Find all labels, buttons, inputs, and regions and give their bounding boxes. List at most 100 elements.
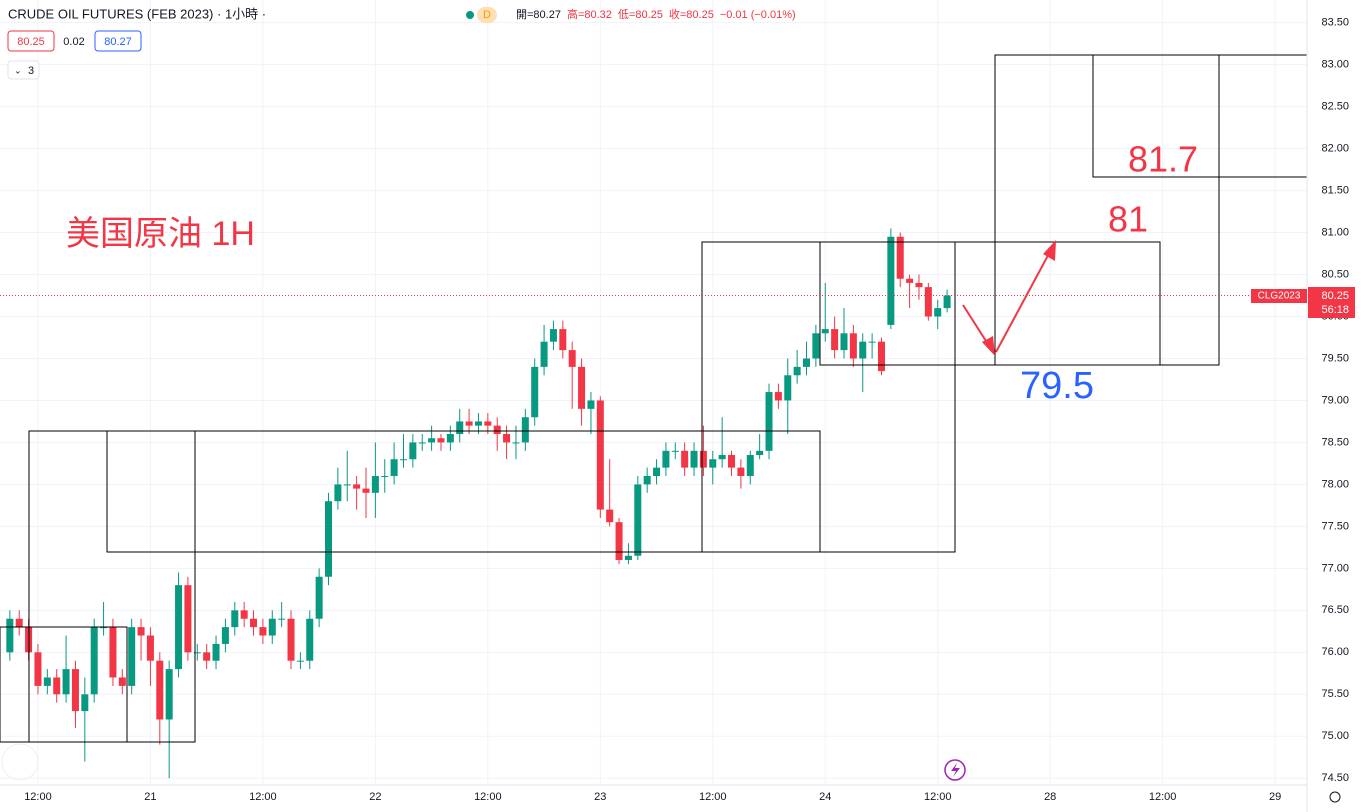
x-tick-label: 28 — [1044, 791, 1056, 803]
candle-body — [756, 450, 764, 456]
x-tick-label: 22 — [369, 791, 381, 803]
y-tick-label: 75.50 — [1321, 688, 1349, 700]
x-tick-label: 24 — [819, 791, 831, 803]
candle-body — [62, 669, 70, 695]
annotation: 81 — [1108, 199, 1148, 240]
interval-badge[interactable] — [477, 7, 497, 23]
candle-body — [634, 484, 642, 556]
ohlc-label: 收=80.25 — [669, 7, 714, 21]
candle-body — [699, 450, 707, 468]
candle-body — [165, 669, 173, 720]
candle-body — [803, 358, 811, 367]
y-tick-label: 75.00 — [1321, 730, 1349, 742]
candle-body — [503, 434, 511, 443]
annotation: 美国原油 1H — [66, 215, 255, 253]
candle-body — [278, 618, 286, 620]
box — [106, 430, 821, 553]
candle-body — [418, 442, 426, 444]
y-tick-label: 82.00 — [1321, 143, 1349, 155]
y-tick-label: 83.50 — [1321, 17, 1349, 29]
candle-body — [662, 450, 670, 468]
candle-body — [381, 476, 389, 478]
y-tick-label: 78.00 — [1321, 478, 1349, 490]
x-tick-label: 12:00 — [699, 791, 727, 803]
candle-body — [746, 455, 754, 477]
arrow — [995, 247, 1053, 353]
bid-box[interactable] — [7, 30, 55, 52]
status-dot — [466, 11, 474, 19]
ohlc-label: 低=80.25 — [618, 8, 663, 21]
y-tick-label: 77.00 — [1321, 562, 1349, 574]
candle-body — [146, 635, 154, 661]
candle-body — [231, 610, 239, 628]
x-tick-label: 12:00 — [474, 791, 502, 803]
candle-body — [175, 585, 183, 670]
box — [701, 241, 956, 553]
candle-body — [896, 236, 904, 279]
box — [994, 54, 1220, 366]
candle-body — [474, 421, 482, 426]
ohlc-label: −0.01 (−0.01%) — [720, 9, 796, 21]
price-badge — [1308, 287, 1355, 318]
candle-body — [465, 421, 473, 426]
interval-label: D — [483, 9, 491, 21]
arrow-head — [982, 336, 995, 356]
candle-body — [221, 627, 229, 644]
candle-body — [315, 576, 323, 619]
candle-body — [493, 425, 501, 435]
y-tick-label: 80.50 — [1321, 268, 1349, 280]
x-tick-label: 12:00 — [249, 791, 277, 803]
indicators-count: 3 — [28, 65, 34, 77]
candle-body — [100, 627, 108, 629]
candle-body — [306, 618, 314, 661]
candle-body — [943, 295, 951, 309]
candle-body — [728, 455, 736, 468]
candle-body — [109, 627, 117, 678]
candle-body — [765, 392, 773, 451]
candle-body — [559, 329, 567, 351]
candle-body — [887, 236, 895, 325]
candle-body — [128, 627, 136, 686]
candle-body — [831, 329, 839, 351]
indicators-toggle[interactable] — [7, 60, 40, 80]
grid — [0, 0, 1307, 785]
candle-body — [653, 467, 661, 477]
candle-body — [15, 618, 23, 628]
y-tick-label: 81.00 — [1321, 226, 1349, 238]
box — [954, 241, 1161, 366]
candle-body — [774, 392, 782, 401]
candle-body — [137, 627, 145, 636]
candle-body — [606, 509, 614, 523]
candle-body — [325, 501, 333, 577]
symbol-label: CLG2023 — [1258, 291, 1301, 302]
settings-icon[interactable] — [1329, 791, 1341, 803]
candle-body — [259, 627, 267, 636]
candle-body — [193, 652, 201, 654]
ask-box[interactable] — [94, 30, 142, 52]
candle-body — [718, 455, 726, 460]
axes: 74.50 75.00 75.50 76.00 76.50 77.00 77.50 78.00… — [24, 17, 1349, 803]
candle-body — [915, 282, 923, 288]
candle-body — [118, 677, 126, 686]
candle-body — [540, 341, 548, 367]
y-tick-label: 79.50 — [1321, 352, 1349, 364]
candle-body — [296, 660, 304, 662]
x-tick-label: 21 — [144, 791, 156, 803]
candle-body — [353, 484, 361, 489]
y-tick-label: 83.00 — [1321, 59, 1349, 71]
x-tick-label: 23 — [594, 791, 606, 803]
box — [0, 626, 128, 743]
candle-body — [578, 366, 586, 409]
nav-circle[interactable] — [1, 743, 39, 781]
candle-body — [390, 459, 398, 477]
candle-body — [240, 610, 248, 619]
candle-body — [521, 417, 529, 443]
candle-body — [587, 400, 595, 409]
y-tick-label: 79.00 — [1321, 394, 1349, 406]
candle-body — [156, 660, 164, 720]
bid: 80.25 — [17, 36, 45, 48]
candle-body — [821, 329, 829, 334]
ask: 80.27 — [104, 36, 132, 48]
candle-body — [71, 669, 79, 712]
